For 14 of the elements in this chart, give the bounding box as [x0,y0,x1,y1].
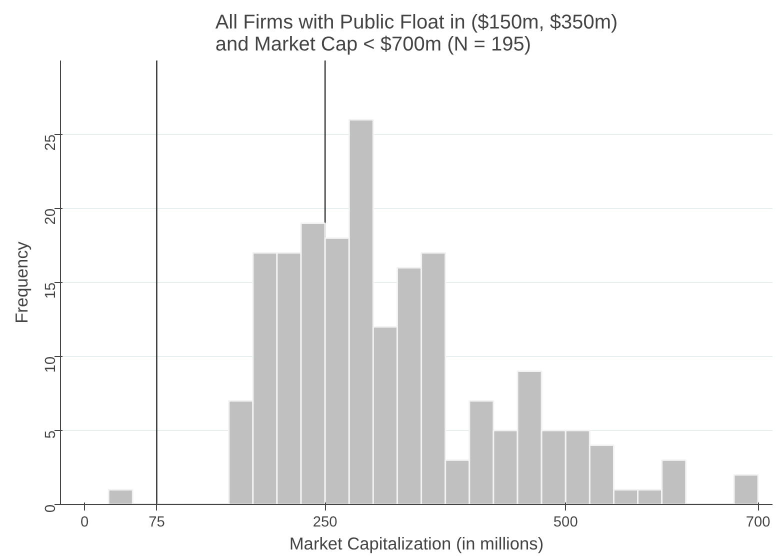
x-tick-label: 250 [312,514,338,530]
y-tick-label: 20 [43,208,59,225]
y-axis-title: Frequency [12,241,32,324]
x-tick-label: 0 [80,514,89,530]
y-tick-label: 25 [43,134,59,151]
x-tick-label: 500 [553,514,578,530]
y-tick-label: 10 [43,356,59,373]
x-tick-label: 75 [148,514,165,530]
x-tick-label: 700 [746,514,770,530]
y-tick-label: 0 [43,504,59,513]
y-tick-label: 5 [43,430,59,439]
chart-title: All Firms with Public Float in ($150m, $350m) and Market Cap < $700m (N = 195) [215,12,618,56]
y-tick-label: 15 [43,282,59,299]
x-axis-title: Market Capitalization (in millions) [289,534,544,554]
